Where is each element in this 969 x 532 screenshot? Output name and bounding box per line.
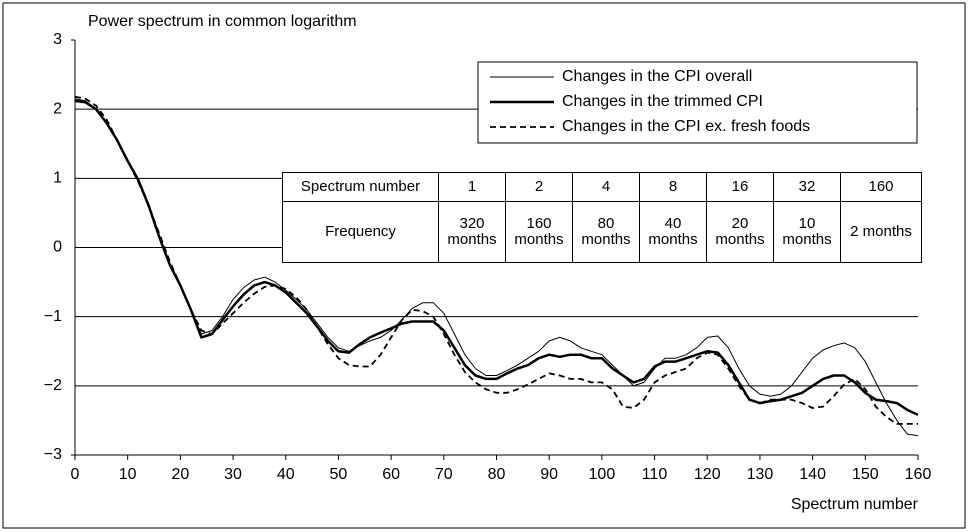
x-tick-label: 0: [71, 466, 80, 483]
x-tick-label: 50: [330, 466, 348, 483]
y-tick-label: −2: [44, 377, 62, 394]
table-cell: 320 months: [438, 201, 506, 263]
table-cell: Spectrum number: [282, 172, 439, 202]
table-cell: 160: [840, 172, 922, 202]
x-tick-label: 20: [171, 466, 189, 483]
table-cell: 2 months: [840, 201, 922, 263]
table-cell: 1: [438, 172, 506, 202]
y-axis-title: Power spectrum in common logarithm: [88, 13, 357, 30]
legend-label: Changes in the trimmed CPI: [562, 93, 763, 110]
y-tick-label: 0: [53, 239, 62, 256]
y-tick-label: 1: [53, 170, 62, 187]
x-tick-label: 60: [382, 466, 400, 483]
table-cell: 16: [706, 172, 774, 202]
x-tick-label: 160: [905, 466, 932, 483]
y-tick-label: 2: [53, 100, 62, 117]
x-tick-label: 30: [224, 466, 242, 483]
y-tick-label: −3: [44, 446, 62, 463]
table-cell: 160 months: [505, 201, 573, 263]
x-tick-label: 10: [119, 466, 137, 483]
table-cell: Frequency: [282, 201, 439, 263]
table-cell: 40 months: [639, 201, 707, 263]
x-tick-label: 80: [488, 466, 506, 483]
table-cell: 8: [639, 172, 707, 202]
series-line: [74, 98, 919, 437]
table-cell: 2: [505, 172, 573, 202]
series-line: [74, 99, 919, 417]
x-tick-label: 130: [747, 466, 774, 483]
x-tick-label: 70: [435, 466, 453, 483]
x-tick-label: 100: [589, 466, 616, 483]
x-tick-label: 40: [277, 466, 295, 483]
x-tick-label: 120: [694, 466, 721, 483]
x-tick-label: 90: [540, 466, 558, 483]
table-cell: 20 months: [706, 201, 774, 263]
x-tick-label: 140: [799, 466, 826, 483]
table-cell: 10 months: [773, 201, 841, 263]
table-row: Spectrum number 1 2 4 8 16 32 160: [282, 172, 922, 202]
y-tick-label: 3: [53, 31, 62, 48]
legend-label: Changes in the CPI ex. fresh foods: [562, 118, 810, 135]
spectrum-table: Spectrum number 1 2 4 8 16 32 160 Frequency 320 m…: [282, 172, 922, 263]
table-cell: 4: [572, 172, 640, 202]
y-tick-label: −1: [44, 308, 62, 325]
table-cell: 80 months: [572, 201, 640, 263]
x-axis-title: Spectrum number: [791, 496, 919, 513]
table-row: Frequency 320 months 160 months 80 months 40…: [282, 201, 922, 263]
series-line: [74, 95, 918, 425]
legend-label: Changes in the CPI overall: [562, 68, 752, 85]
table-cell: 32: [773, 172, 841, 202]
x-tick-label: 110: [642, 466, 668, 483]
x-tick-label: 150: [852, 466, 879, 483]
